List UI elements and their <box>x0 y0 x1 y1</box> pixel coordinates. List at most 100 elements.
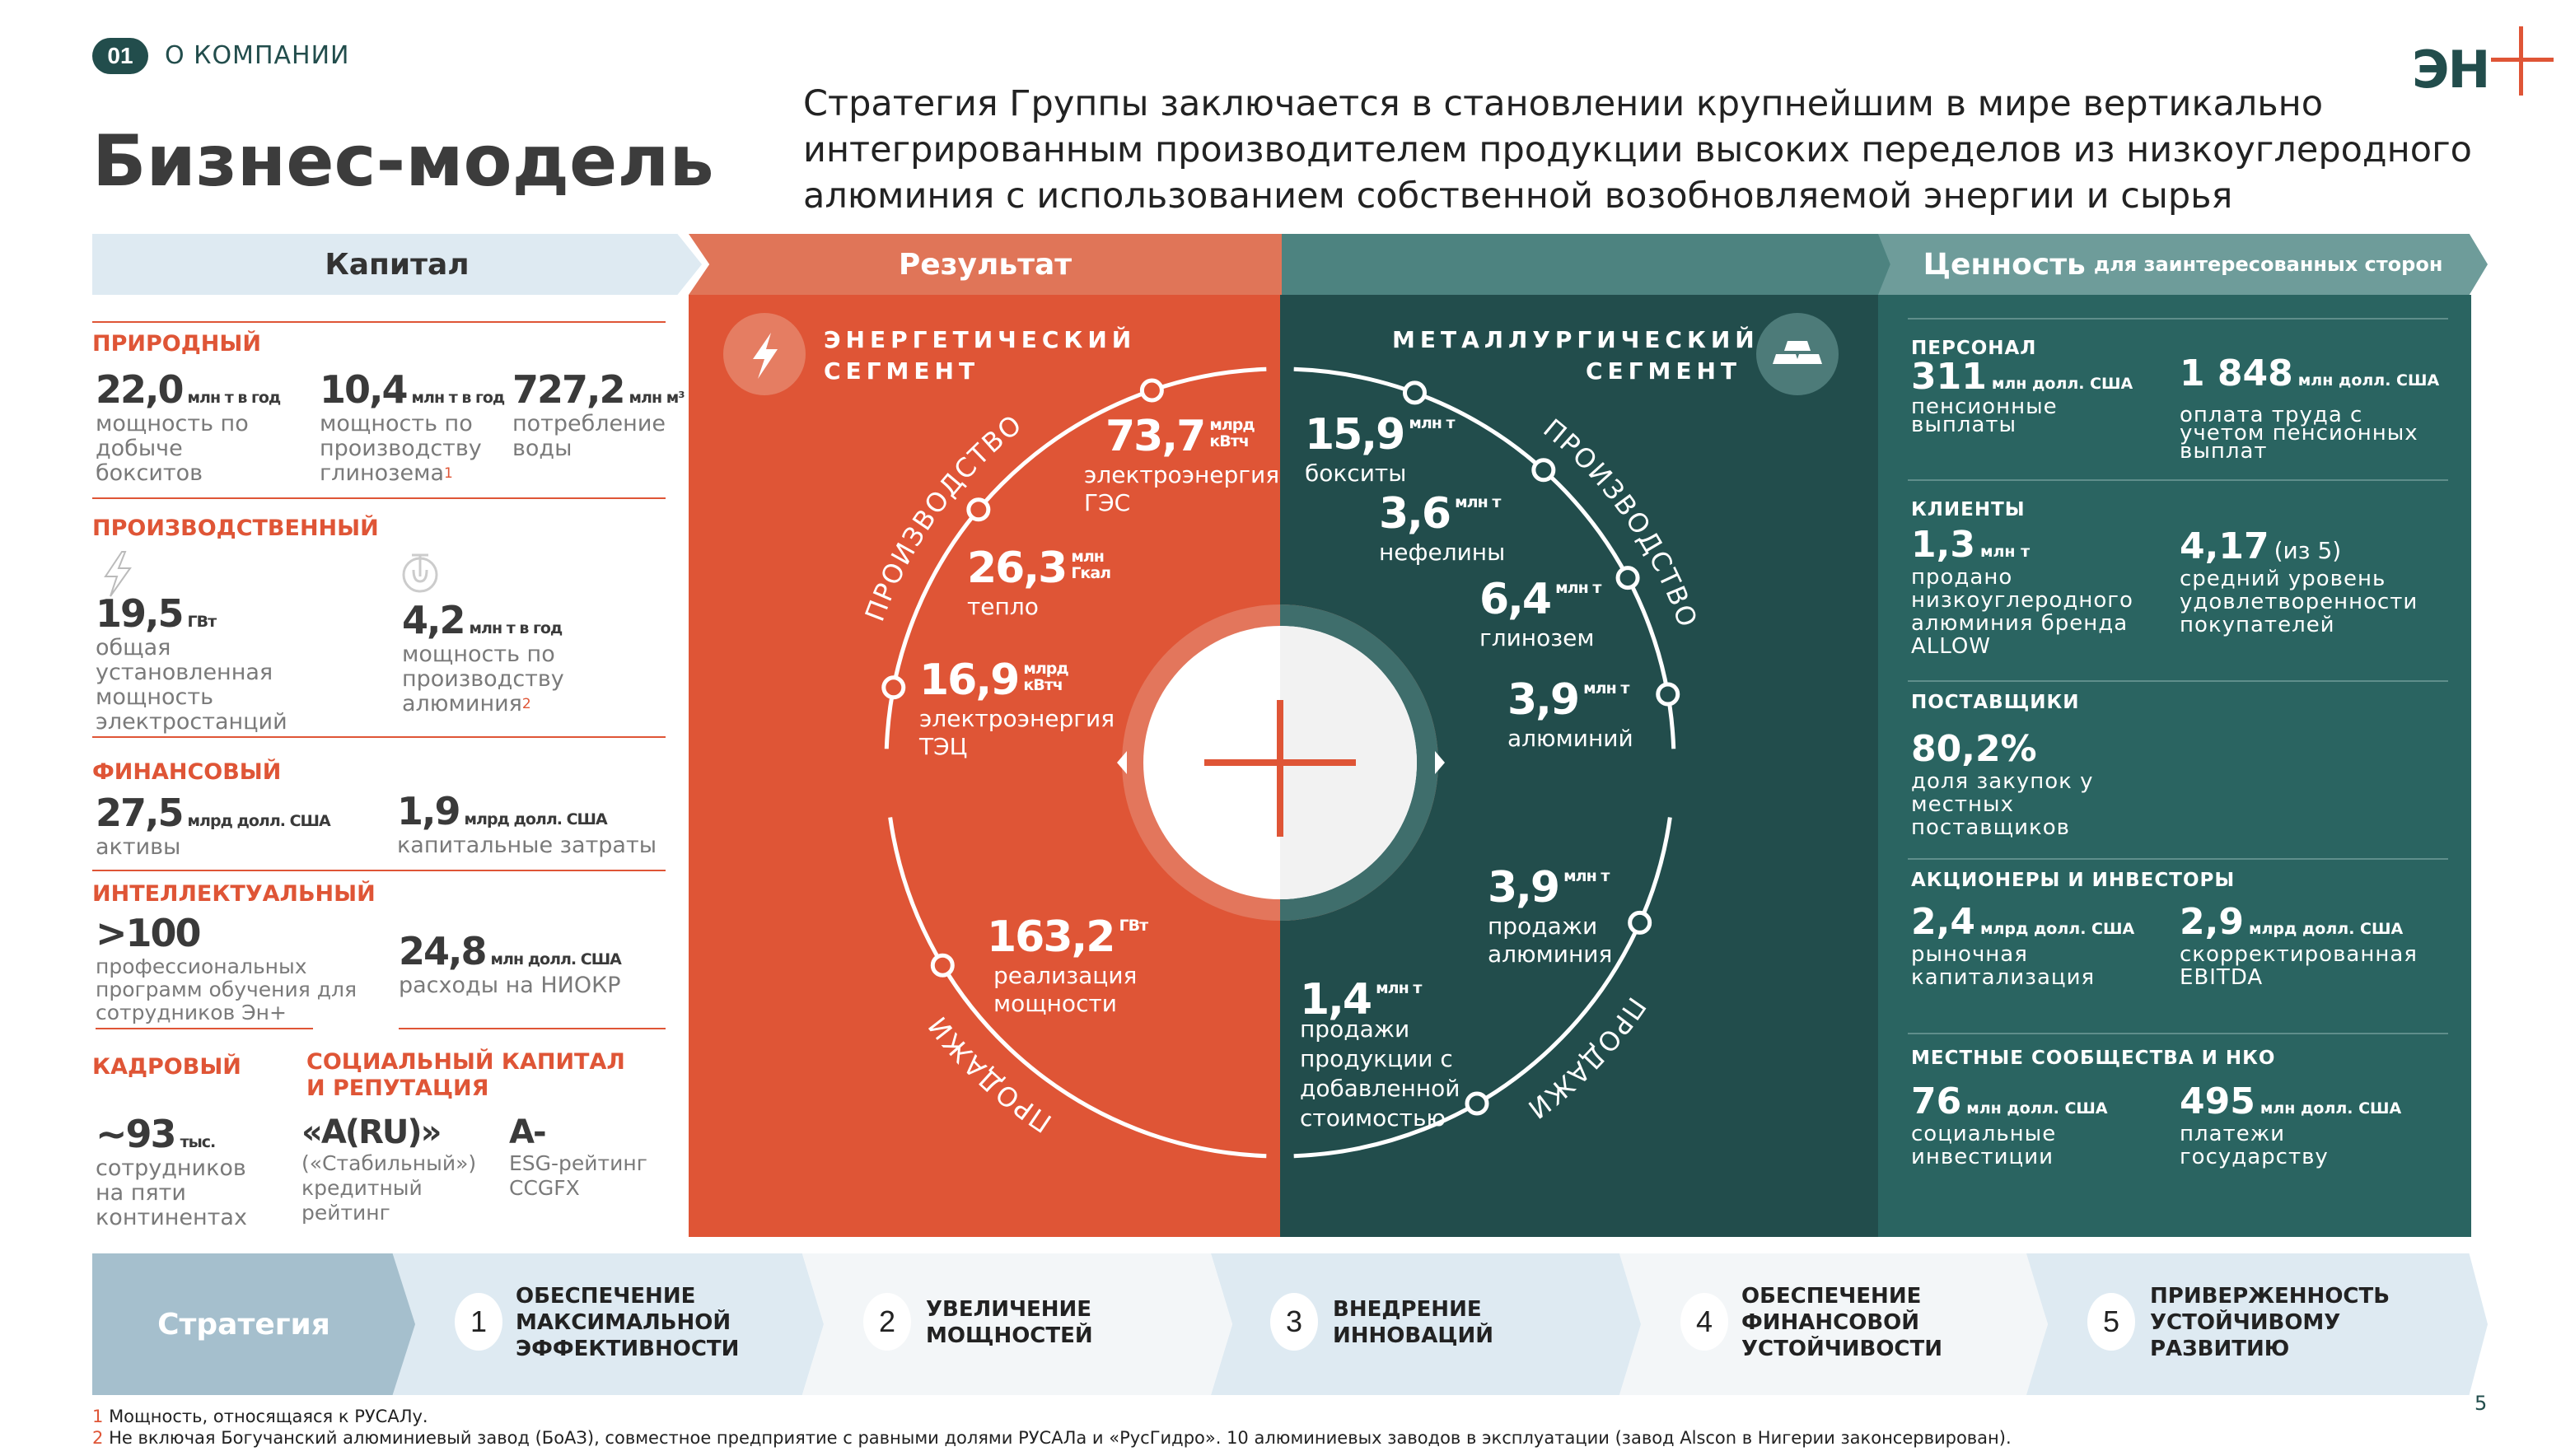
step-label: ОБЕСПЕЧЕНИЕ МАКСИМАЛЬНОЙ ЭФФЕКТИВНОСТИ <box>516 1284 740 1361</box>
cycle-node <box>1465 1091 1489 1116</box>
step-label: ПРИВЕРЖЕННОСТЬ УСТОЙЧИВОМУ РАЗВИТИЮ <box>2150 1284 2390 1361</box>
cycle-node <box>1615 566 1640 590</box>
metric-unit: млн т <box>1563 867 1610 885</box>
metric-value: 26,3 <box>967 544 1068 593</box>
metric-unit: млн т <box>1583 679 1629 698</box>
metric-desc: доля закупок у местных поставщиков <box>1911 769 2094 840</box>
metric-desc: реализация мощности <box>993 962 1138 1017</box>
metric-social-investments: 76 млн долл. США социальные инвестиции <box>1911 1080 2108 1169</box>
metric-assets: 27,5 млрд долл. США активы <box>96 791 331 860</box>
metric-desc: продано низкоуглеродного алюминия бренда… <box>1911 565 2133 659</box>
metric-value: «A(RU)» <box>301 1113 442 1151</box>
metric-value: 76 <box>1911 1080 1962 1122</box>
metric-value: 3,9 <box>1507 675 1580 725</box>
divider <box>1908 318 2448 320</box>
metric-value: A- <box>509 1113 547 1151</box>
metric-desc: электроэнергия ГЭС <box>1084 461 1280 516</box>
metric-unit: млн т <box>1409 414 1455 432</box>
metric-adjusted-ebitda: 2,9 млрд долл. США скорректированная EBITD… <box>2180 901 2418 989</box>
cycle-node <box>881 675 906 700</box>
metric-unit: млрд долл. США <box>1979 920 2135 938</box>
metric-customer-satisfaction: 4,17 (из 5) средний уровень удовлетворенно… <box>2180 525 2418 637</box>
metric-capex: 1,9 млрд долл. США капитальные затраты <box>397 789 657 858</box>
metric-value: 1,4 <box>1300 975 1372 1024</box>
metric-unit: млн т <box>1455 493 1501 511</box>
arc-energy-production <box>884 366 1267 749</box>
metric-desc-text: мощность по производству алюминия <box>402 642 564 716</box>
section-intellectual-title: ИНТЕЛЛЕКТУАЛЬНЫЙ <box>92 881 376 907</box>
metric-desc: продажи продукции с добавленной стоимост… <box>1300 1015 1460 1132</box>
footnote-text: Мощность, относящаяся к РУСАЛу. <box>109 1407 428 1426</box>
metric-unit: млн Гкал <box>1071 548 1111 582</box>
metric-pension-payments: 311 млн долл. США пенсионные выплаты <box>1911 356 2133 437</box>
cycle-node <box>966 497 991 522</box>
step-label: ОБЕСПЕЧЕНИЕ ФИНАНСОВОЙ УСТОЙЧИВОСТИ <box>1741 1284 1942 1361</box>
metric-unit: млн м³ <box>629 389 685 407</box>
divider <box>92 736 666 738</box>
footnote-number: 2 <box>92 1428 104 1448</box>
metric-value: 2,9 <box>2180 901 2244 943</box>
metric-value: 3,6 <box>1379 489 1451 539</box>
metric-alumina-capacity: 10,4 млн т в год мощность по производству … <box>320 367 505 486</box>
energy-segment-title: ЭНЕРГЕТИЧЕСКИЙ СЕГМЕНТ <box>824 326 1137 385</box>
stakeholder-clients-title: КЛИЕНТЫ <box>1911 499 2026 520</box>
metric-desc: тепло <box>967 593 1039 620</box>
column-result-metals <box>1282 234 1891 295</box>
metric-water-consumption: 727,2 млн м³ потребление воды <box>512 367 685 461</box>
section-financial-title: ФИНАНСОВЫЙ <box>92 759 282 785</box>
metric-desc: расходы на НИОКР <box>399 973 621 998</box>
metric-desc: оплата труда с учетом пенсионных выплат <box>2180 403 2418 464</box>
metric-desc: средний уровень удовлетворенности покупа… <box>2180 567 2418 637</box>
section-social-title: СОЦИАЛЬНЫЙ КАПИТАЛ И РЕПУТАЦИЯ <box>306 1049 625 1101</box>
metric-desc: электроэнергия ТЭЦ <box>919 705 1115 760</box>
strategy-statement: Стратегия Группы заключается в становлен… <box>803 83 2472 217</box>
cycle-node <box>930 953 955 978</box>
step-number: 5 <box>2087 1293 2135 1351</box>
column-result: Результат <box>689 234 1282 295</box>
metric-heat: 26,3 млн Гкал тепло <box>967 544 1111 621</box>
step-number: 3 <box>1270 1293 1318 1351</box>
column-value-sublabel: для заинтересованных сторон <box>2093 253 2443 276</box>
metric-value: 2,4 <box>1911 901 1975 943</box>
metric-desc: пенсионные выплаты <box>1911 394 2058 437</box>
metric-value: 15,9 <box>1305 410 1405 460</box>
divider <box>1908 680 2448 682</box>
divider <box>92 497 666 499</box>
metric-unit: (из 5) <box>2274 537 2342 564</box>
metric-value: 24,8 <box>399 929 487 973</box>
metric-value: ~93 <box>96 1112 177 1156</box>
metric-value: 73,7 <box>1105 412 1206 461</box>
step-label: УВЕЛИЧЕНИЕ МОЩНОСТЕЙ <box>926 1297 1093 1348</box>
strategy-label-block: Стратегия <box>92 1253 415 1395</box>
metric-bauxite: 15,9 млн т бокситы <box>1305 410 1456 488</box>
aluminium-ingots-icon <box>1773 341 1822 364</box>
metric-value: 80,2% <box>1911 728 2037 770</box>
metals-icon-circle <box>1756 313 1839 395</box>
metric-desc: алюминий <box>1507 725 1633 752</box>
metric-unit: ГВт <box>187 613 217 631</box>
metric-unit: млн т в год <box>187 389 282 407</box>
footnote-text: Не включая Богучанский алюминиевый завод… <box>109 1428 2012 1448</box>
lightning-icon <box>753 333 778 379</box>
metric-desc: социальные инвестиции <box>1911 1122 2057 1169</box>
metric-desc: бокситы <box>1305 460 1407 487</box>
metric-value: 495 <box>2180 1080 2255 1122</box>
footnote-ref: 2 <box>521 696 531 712</box>
metric-bauxite-capacity: 22,0 млн т в год мощность по добыче боксит… <box>96 367 282 486</box>
column-value: Ценность для заинтересованных сторон <box>1878 234 2488 295</box>
metric-allow-sales: 1,3 млн т продано низкоуглеродного алюмини… <box>1911 524 2133 658</box>
footnote-ref: 1 <box>444 465 453 482</box>
cycle-node <box>1628 910 1652 935</box>
arc-metals-production <box>1293 366 1676 749</box>
metric-desc-text: мощность по производству глинозема <box>320 411 482 486</box>
plus-icon-vertical <box>1277 700 1283 837</box>
section-name: О КОМПАНИИ <box>165 41 350 70</box>
metric-value: 6,4 <box>1479 575 1552 624</box>
stakeholder-communities-title: МЕСТНЫЕ СООБЩЕСТВА И НКО <box>1911 1048 2276 1069</box>
metric-unit: млн т <box>1376 979 1422 997</box>
metric-desc: скорректированная EBITDA <box>2180 942 2418 990</box>
metric-desc: нефелины <box>1379 539 1506 566</box>
section-production-title: ПРОИЗВОДСТВЕННЫЙ <box>92 516 379 541</box>
metric-desc: («Стабильный») кредитный рейтинг <box>301 1151 477 1225</box>
value-panel <box>1878 295 2471 1237</box>
